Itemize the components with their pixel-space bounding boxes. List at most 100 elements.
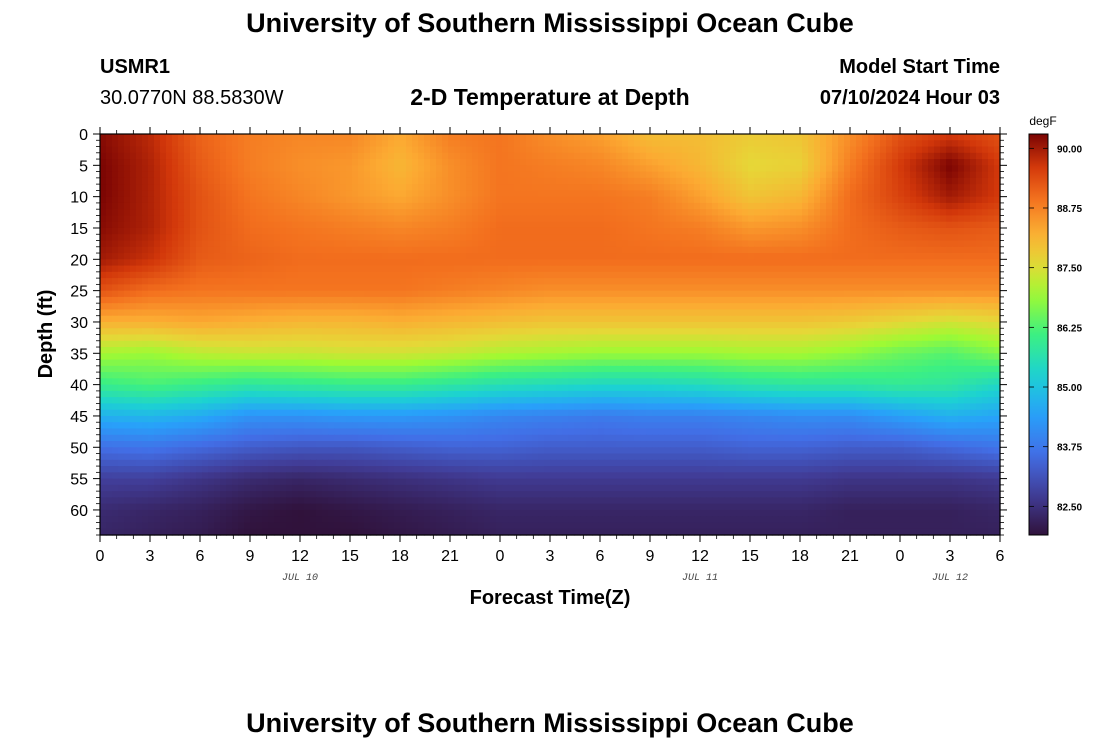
heatmap-cell xyxy=(880,140,887,148)
heatmap-cell xyxy=(274,171,281,179)
heatmap-cell xyxy=(142,340,149,348)
heatmap-cell xyxy=(700,321,707,329)
heatmap-cell xyxy=(484,284,491,292)
heatmap-cell xyxy=(622,215,629,223)
heatmap-cell xyxy=(274,321,281,329)
heatmap-cell xyxy=(802,159,809,166)
heatmap-cell xyxy=(238,278,245,285)
heatmap-cell xyxy=(880,190,887,198)
heatmap-cell xyxy=(280,196,287,204)
heatmap-cell xyxy=(712,202,719,210)
heatmap-cell xyxy=(244,234,251,242)
heatmap-cell xyxy=(538,321,545,329)
heatmap-cell xyxy=(862,165,869,173)
heatmap-cell xyxy=(304,328,311,336)
heatmap-cell xyxy=(394,152,401,160)
heatmap-cell xyxy=(544,265,551,273)
heatmap-cell xyxy=(244,190,251,198)
heatmap-cell xyxy=(610,190,617,198)
heatmap-cell xyxy=(688,253,695,260)
heatmap-cell xyxy=(460,140,467,148)
heatmap-cell xyxy=(226,227,233,235)
heatmap-cell xyxy=(358,321,365,329)
heatmap-cell xyxy=(988,234,995,242)
heatmap-cell xyxy=(130,177,137,185)
heatmap-cell xyxy=(562,284,569,292)
heatmap-cell xyxy=(544,321,551,329)
heatmap-cell xyxy=(112,140,119,148)
heatmap-cell xyxy=(334,303,341,311)
heatmap-cell xyxy=(304,271,311,279)
heatmap-cell xyxy=(304,146,311,154)
heatmap-cell xyxy=(706,190,713,198)
heatmap-cell xyxy=(214,284,221,292)
heatmap-cell xyxy=(406,165,413,173)
heatmap-cell xyxy=(262,202,269,210)
heatmap-cell xyxy=(220,152,227,160)
heatmap-cell xyxy=(970,321,977,329)
heatmap-cell xyxy=(304,184,311,191)
heatmap-cell xyxy=(568,196,575,204)
heatmap-cell xyxy=(712,221,719,229)
heatmap-cell xyxy=(232,296,239,304)
heatmap-cell xyxy=(958,171,965,179)
heatmap-cell xyxy=(586,290,593,298)
heatmap-cell xyxy=(400,177,407,185)
heatmap-cell xyxy=(310,134,317,141)
heatmap-cell xyxy=(982,209,989,217)
heatmap-cell xyxy=(910,265,917,273)
heatmap-cell xyxy=(574,253,581,260)
heatmap-cell xyxy=(526,328,533,336)
heatmap-cell xyxy=(796,146,803,154)
heatmap-cell xyxy=(952,202,959,210)
heatmap-cell xyxy=(376,328,383,336)
heatmap-cell xyxy=(862,202,869,210)
heatmap-cell xyxy=(880,246,887,254)
heatmap-cell xyxy=(262,165,269,173)
heatmap-cell xyxy=(280,140,287,148)
heatmap-cell xyxy=(490,240,497,248)
heatmap-cell xyxy=(682,140,689,148)
heatmap-cell xyxy=(316,140,323,148)
heatmap-cell xyxy=(130,152,137,160)
heatmap-cell xyxy=(112,284,119,292)
heatmap-cell xyxy=(904,284,911,292)
heatmap-cell xyxy=(154,234,161,242)
heatmap-cell xyxy=(940,240,947,248)
heatmap-cell xyxy=(412,227,419,235)
heatmap-cell xyxy=(916,259,923,267)
heatmap-cell xyxy=(472,284,479,292)
heatmap-cell xyxy=(916,296,923,304)
heatmap-cell xyxy=(706,240,713,248)
heatmap-cell xyxy=(952,240,959,248)
heatmap-cell xyxy=(484,315,491,323)
heatmap-cell xyxy=(406,140,413,148)
heatmap-cell xyxy=(370,152,377,160)
heatmap-cell xyxy=(274,334,281,342)
heatmap-cell xyxy=(688,152,695,160)
heatmap-cell xyxy=(412,271,419,279)
heatmap-cell xyxy=(280,309,287,317)
heatmap-cell xyxy=(202,309,209,317)
heatmap-cell xyxy=(670,184,677,191)
heatmap-cell xyxy=(832,334,839,342)
heatmap-cell xyxy=(766,246,773,254)
heatmap-cell xyxy=(448,265,455,273)
heatmap-cell xyxy=(100,215,107,223)
heatmap-cell xyxy=(436,296,443,304)
heatmap-cell xyxy=(592,259,599,267)
heatmap-cell xyxy=(976,265,983,273)
heatmap-cell xyxy=(514,284,521,292)
heatmap-cell xyxy=(904,246,911,254)
heatmap-cell xyxy=(412,202,419,210)
heatmap-cell xyxy=(412,215,419,223)
heatmap-cell xyxy=(964,165,971,173)
heatmap-cell xyxy=(238,284,245,292)
heatmap-cell xyxy=(352,334,359,342)
heatmap-cell xyxy=(442,284,449,292)
heatmap-cell xyxy=(208,334,215,342)
heatmap-cell xyxy=(184,253,191,260)
heatmap-cell xyxy=(562,196,569,204)
heatmap-cell xyxy=(190,290,197,298)
heatmap-cell xyxy=(514,246,521,254)
